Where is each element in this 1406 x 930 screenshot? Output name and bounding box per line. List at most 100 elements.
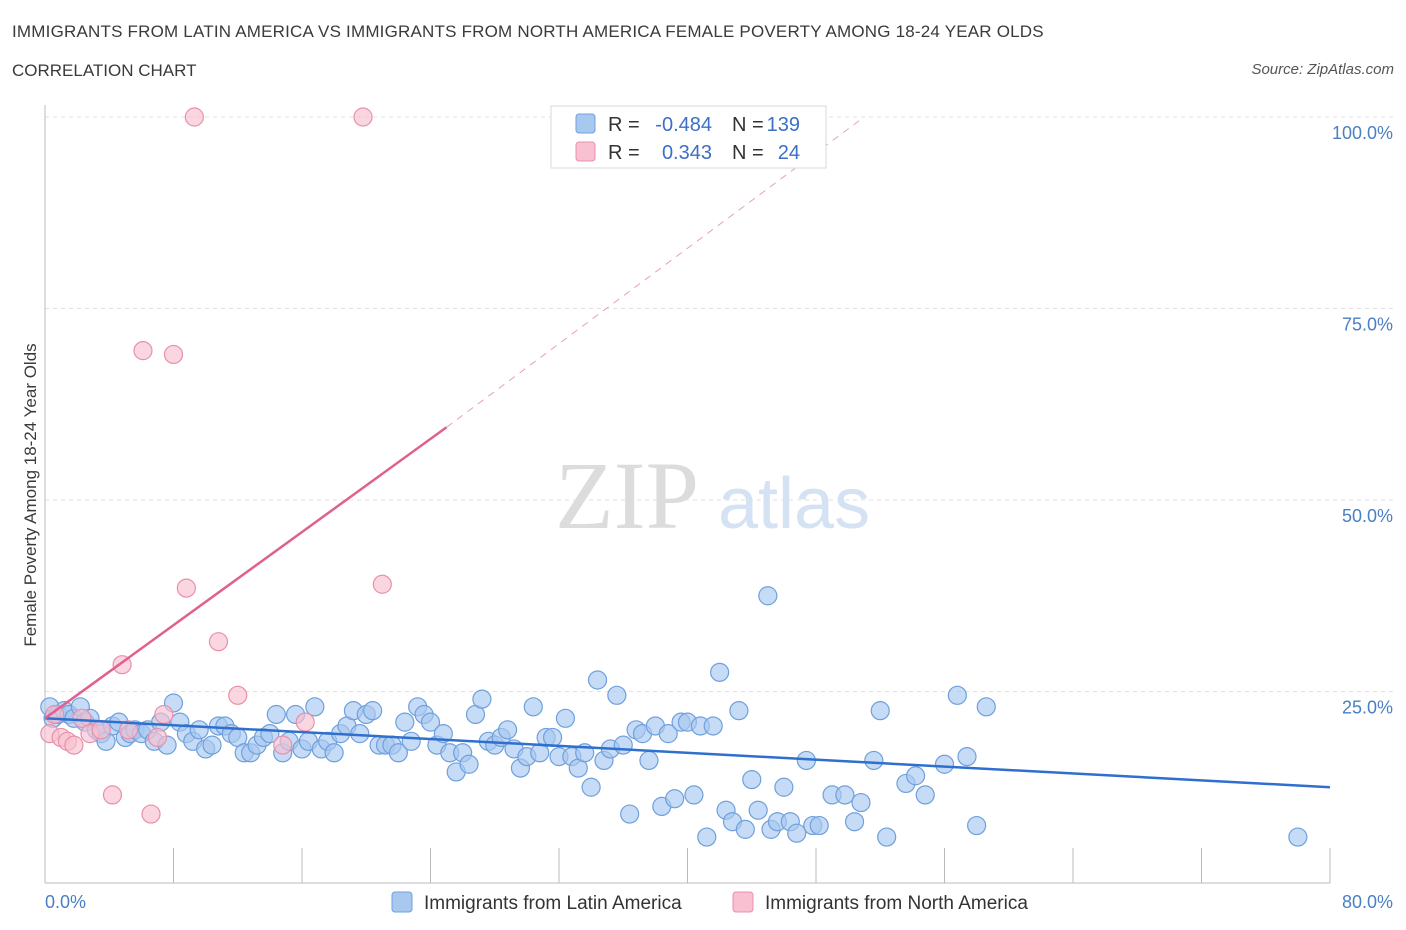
gridlines [45,116,1395,692]
legend-r-value-latin: -0.484 [655,114,712,136]
data-point [710,662,730,682]
data-point [729,701,749,721]
data-point [154,704,174,725]
data-point [947,685,967,705]
data-point [581,777,601,797]
data-point [934,754,955,774]
data-point [555,708,576,728]
data-point [735,819,755,839]
data-point [1288,827,1308,847]
data-point [189,720,209,740]
data-point [658,724,678,744]
y-axis-title: Female Poverty Among 18-24 Year Olds [21,343,40,646]
data-point [102,785,123,805]
legend-frame [550,105,827,169]
data-point [176,578,196,598]
legend-box: R = -0.484 N = 139 R = 0.343 N = 24 [550,105,827,169]
data-point [147,727,168,748]
watermark: ZIP atlas [555,442,870,549]
data-point [835,785,855,805]
data-point [607,685,627,705]
data-point [870,701,890,721]
data-point [459,754,479,774]
data-point [420,712,441,732]
data-point [133,341,153,361]
data-point [228,685,248,705]
data-point [433,724,453,744]
data-point [697,827,717,847]
data-point [91,720,111,740]
chart-subtitle: CORRELATION CHART [12,61,197,80]
data-point [587,670,608,690]
y-tick-label-25: 25.0% [1342,698,1393,718]
bottom-legend-swatch-north [732,891,754,913]
x-tick-label-max: 80.0% [1342,892,1393,912]
data-point [64,735,84,755]
y-tick-labels: 100.0% 75.0% 50.0% 25.0% [1332,123,1393,718]
data-point [915,785,935,805]
data-point [905,766,926,786]
data-point [72,708,92,728]
y-tick-label-75: 75.0% [1342,315,1393,335]
data-point [273,735,293,755]
data-point [967,815,987,836]
data-point [742,769,762,790]
bottom-legend-north: Immigrants from North America [765,893,1028,914]
data-point [208,632,229,652]
data-point [758,586,778,606]
data-point [851,792,871,813]
data-point [864,750,884,771]
legend-n-value-north: 24 [778,142,800,164]
chart-title: IMMIGRANTS FROM LATIN AMERICA VS IMMIGRA… [12,22,1044,41]
legend-swatch-latin [575,113,596,134]
data-point [472,689,492,709]
bottom-legend: Immigrants from Latin America Immigrants… [391,891,1028,914]
series-latin-america [40,586,1308,847]
data-point [703,716,723,736]
legend-n-label-north: N = [732,142,764,164]
data-point [401,731,421,751]
legend-r-label-north: R = [608,142,640,164]
series-north-america [40,107,392,824]
data-point [665,789,685,809]
data-point [639,750,659,771]
data-point [395,712,415,732]
trend-line-latin [44,717,1331,789]
data-point [957,747,977,767]
bottom-legend-swatch-latin [391,891,413,913]
data-point [620,804,640,824]
data-point [305,697,325,717]
legend-n-label-latin: N = [732,114,764,136]
data-point [684,785,704,805]
bottom-legend-latin: Immigrants from Latin America [424,893,682,914]
y-tick-label-50: 50.0% [1342,506,1393,526]
data-point [118,720,139,740]
trend-lines [44,116,1331,789]
data-point [266,704,286,725]
legend-swatch-north [575,141,596,162]
data-point [163,344,184,365]
legend-r-label-latin: R = [608,114,640,136]
axes [44,105,1331,884]
data-point [613,735,633,755]
data-point [498,720,518,740]
data-point [295,712,315,732]
data-point [748,800,768,820]
data-point [184,107,204,127]
data-point [372,574,392,594]
data-point [877,827,897,847]
trend-line-north [44,426,448,720]
trend-line-north-extension [446,116,865,428]
data-point [844,812,865,832]
legend-r-value-north: 0.343 [662,142,712,164]
data-point [324,743,344,763]
data-point [353,107,373,127]
data-point [976,697,996,717]
data-point [363,701,383,721]
chart-source: Source: ZipAtlas.com [1251,61,1394,78]
data-point [542,727,563,748]
data-point [774,777,794,797]
legend-n-value-latin: 139 [767,114,800,136]
data-point [141,804,161,824]
